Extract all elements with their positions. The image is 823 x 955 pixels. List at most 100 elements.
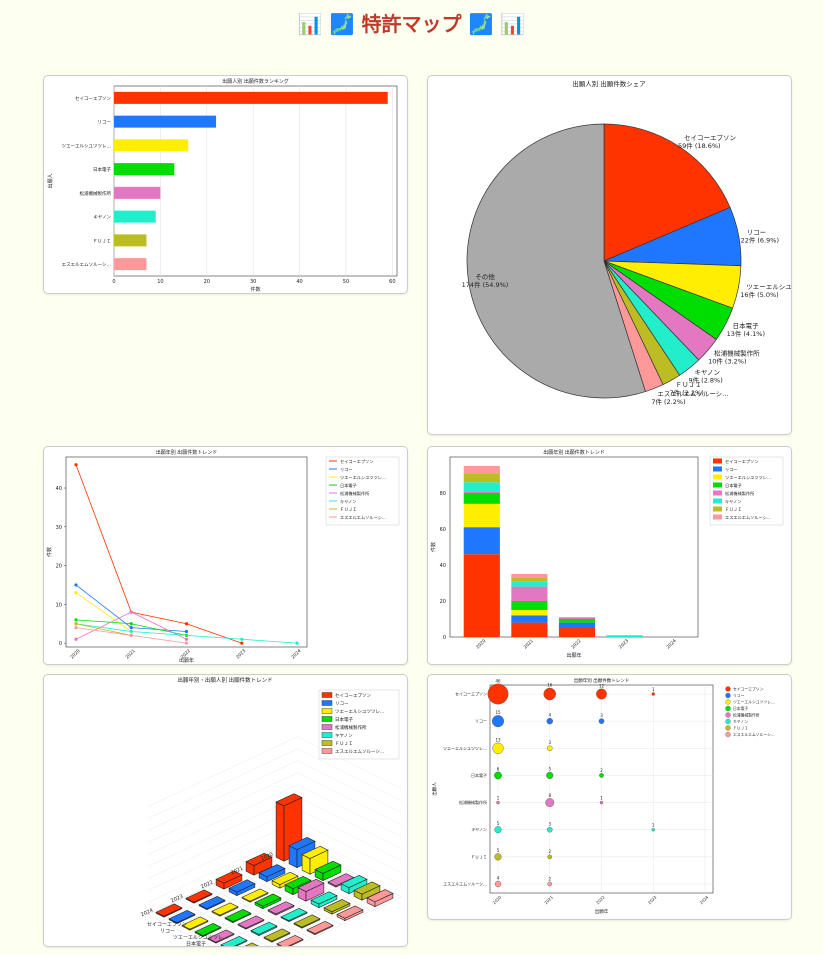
bubble-value-label: 2: [600, 768, 603, 773]
bubble: [487, 683, 509, 705]
legend-swatch: [713, 474, 722, 480]
bubble: [546, 717, 553, 725]
legend-swatch: [321, 708, 333, 714]
x-tick-label: 40: [296, 279, 302, 285]
bar3d-card: 出願年別・出願人別 出願件数トレンド0102030405060708090件数2…: [43, 674, 408, 947]
stacked-bar-segment: [511, 615, 548, 623]
floor-grid: [268, 890, 389, 946]
y-tick-label: エスエルエムソルーシ…: [443, 882, 487, 887]
x-tick-label: 50: [343, 279, 349, 285]
stacked-bar-segment: [463, 491, 500, 493]
bubble: [547, 881, 553, 887]
pie-label: ツエーエルシユツツレ…: [746, 283, 791, 291]
legend-label: 日本電子: [340, 482, 357, 489]
stacked-bar-segment: [511, 610, 548, 616]
legend-swatch: [321, 732, 333, 738]
share-pie-card: 出願人別 出願件数シェア セイコーエプソン 59件 (18.6%) リコー 22件 (6…: [427, 75, 792, 435]
bar3d-top: [237, 915, 265, 929]
bar3d-top: [245, 852, 273, 866]
bubble-value-label: 46: [495, 678, 501, 683]
bar3d-top: [288, 837, 316, 850]
legend-label: 日本電子: [725, 482, 742, 489]
floor-grid: [295, 896, 402, 946]
bar: [114, 234, 147, 247]
stacked-bar-chart: 出願年別 出願件数トレンド 0 20 40 60 80 2020 2021 2022 2023 20…: [430, 449, 784, 659]
x-axis-label: 件数: [250, 286, 260, 293]
x-tick-label: 2021: [124, 648, 136, 660]
legend-label: セイコーエプソン: [340, 459, 374, 465]
legend-label: ツエーエルシユツツレ…: [733, 700, 775, 705]
y-tick-label: 40: [56, 486, 62, 492]
bubble: [492, 742, 504, 754]
y-tick-label: 0: [59, 641, 62, 647]
x-tick-label: 20: [204, 279, 210, 285]
y-axis-label: 出願人: [431, 782, 438, 796]
legend-swatch: [713, 458, 722, 464]
data-point: [129, 626, 133, 630]
bubble-value-label: 15: [495, 710, 501, 715]
x-tick-label: 2022: [595, 894, 606, 905]
legend-swatch: [321, 716, 333, 722]
pie-value-label: 59件 (18.6%): [678, 141, 721, 150]
legend-label: 松浦機械製作所: [335, 724, 367, 731]
legend-label: キヤノン: [725, 499, 741, 504]
bar3d-top: [366, 889, 394, 903]
bubble-chart: 出願年別 出願件数トレンド 2020 2021 2022 2023 2024 セイコーエプソ…: [431, 677, 775, 915]
legend-swatch: [725, 731, 731, 738]
y-tick-label: ＦＵＪＩ: [93, 238, 111, 244]
pie-slice: [603, 123, 731, 262]
stacked-bar-segment: [558, 628, 596, 637]
rank-bar-card: 出願人別 出願件数ランキング 0 10 20 30 40 50 60 セイコーエプソン リコー ツエ…: [43, 75, 408, 294]
bubble-value-label: 1: [652, 823, 655, 828]
bar3d-top: [271, 871, 299, 885]
wall-grid: [147, 748, 298, 819]
y-tick-label: 60: [440, 527, 446, 533]
bar3d-top: [228, 879, 256, 893]
wall-grid: [147, 760, 298, 831]
x-tick-label: 2020: [260, 852, 274, 863]
wall-grid: [297, 760, 402, 813]
y-tick-label: セイコーエプソン: [147, 922, 187, 928]
y-axis-label: 出願人: [47, 173, 54, 188]
legend-label: ＦＵＪＩ: [335, 741, 353, 747]
y-tick-label: 30: [56, 525, 62, 531]
bar3d-chart: 出願年別・出願人別 出願件数トレンド0102030405060708090件数2…: [140, 676, 402, 946]
bubble: [496, 800, 500, 805]
series-line: [75, 623, 132, 636]
x-axis-label: 出願年: [179, 657, 194, 664]
bubble: [651, 828, 655, 832]
x-tick-label: 10: [157, 279, 163, 285]
x-tick-label: 2021: [523, 638, 535, 650]
floor-grid: [199, 870, 350, 941]
bar3d-top: [310, 891, 338, 905]
bar3d-top: [336, 905, 364, 919]
wall-grid: [147, 736, 298, 807]
y-tick-label: 10: [56, 602, 62, 608]
data-point: [240, 641, 244, 645]
legend-label: セイコーエプソン: [335, 693, 371, 699]
plot-frame: [113, 85, 398, 277]
chart-title: 出願年別・出願人別 出願件数トレンド: [177, 676, 272, 684]
y-tick-label: 日本電子: [186, 941, 206, 946]
bar3d-top: [211, 902, 239, 916]
bar3d-front: [275, 801, 285, 862]
y-tick-label: 40: [440, 563, 446, 569]
y-tick-label: ツエーエルシユツツレ…: [443, 746, 487, 751]
x-tick-label: 60: [389, 279, 395, 285]
bubble: [599, 800, 604, 805]
legend-label: 日本電子: [335, 716, 353, 723]
bar3d-top: [198, 896, 226, 910]
data-point: [74, 463, 78, 467]
x-tick-label: 2022: [570, 638, 582, 650]
bar3d-top: [220, 936, 248, 946]
bar3d-top: [301, 845, 329, 859]
x-tick-label: 2023: [647, 894, 658, 905]
bubble-value-label: 1: [652, 687, 655, 692]
pie-value-label: 9件 (2.8%): [688, 375, 722, 384]
bubble-value-label: 12: [599, 683, 605, 688]
legend-label: エスエルエムソルーシ…: [733, 732, 775, 737]
bubble-value-label: 3: [600, 713, 603, 718]
legend-label: リコー: [335, 701, 349, 707]
pie-value-label: 13件 (4.1%): [727, 329, 765, 338]
legend-swatch: [725, 699, 731, 705]
